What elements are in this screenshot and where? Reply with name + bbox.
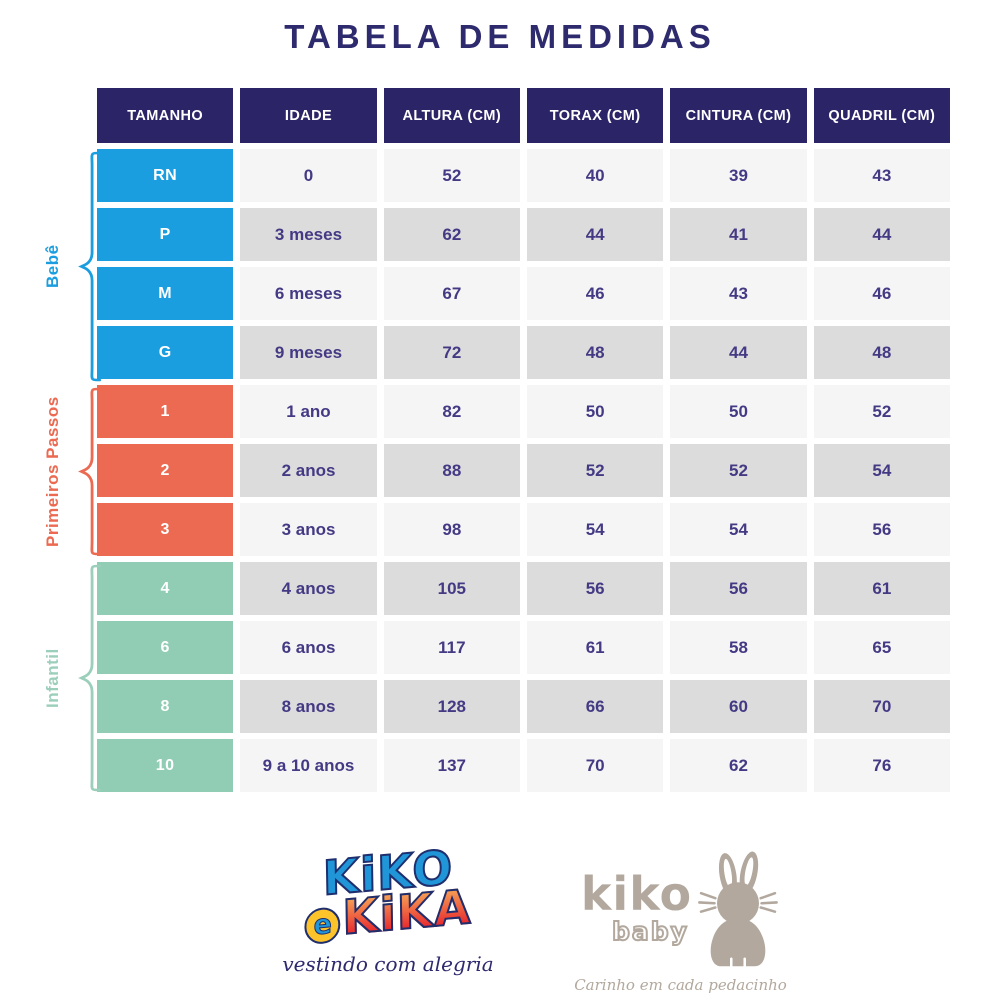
size-cell: 1 xyxy=(97,385,234,438)
measure-cell: 44 xyxy=(526,208,664,261)
measure-cell: 52 xyxy=(383,149,520,202)
kika-wordmark: KiKA xyxy=(341,879,473,947)
measure-cell: 50 xyxy=(670,385,807,438)
measure-cell: 54 xyxy=(526,503,664,556)
measure-cell: 54 xyxy=(670,503,807,556)
column-header: QUADRIL (CM) xyxy=(813,88,950,143)
measure-cell: 52 xyxy=(670,444,807,497)
measure-cell: 82 xyxy=(383,385,520,438)
measure-cell: 48 xyxy=(813,326,950,379)
size-cell: 2 xyxy=(97,444,234,497)
measure-cell: 43 xyxy=(670,267,807,320)
measure-cell: 67 xyxy=(383,267,520,320)
measure-cell: 8 anos xyxy=(240,680,377,733)
measure-cell: 52 xyxy=(526,444,664,497)
measure-cell: 56 xyxy=(526,562,664,615)
measure-cell: 44 xyxy=(813,208,950,261)
size-cell: 6 xyxy=(97,621,234,674)
brace-primeiros-passos-icon xyxy=(78,386,104,557)
measure-cell: 9 a 10 anos xyxy=(240,739,377,792)
measure-cell: 137 xyxy=(383,739,520,792)
measure-cell: 58 xyxy=(670,621,807,674)
measure-cell: 88 xyxy=(383,444,520,497)
column-header: CINTURA (CM) xyxy=(670,88,807,143)
size-cell: G xyxy=(97,326,234,379)
measure-cell: 6 anos xyxy=(240,621,377,674)
column-header: IDADE xyxy=(240,88,377,143)
measure-cell: 52 xyxy=(813,385,950,438)
measure-cell: 40 xyxy=(526,149,664,202)
measure-cell: 54 xyxy=(813,444,950,497)
measure-cell: 66 xyxy=(526,680,664,733)
brace-bebe-icon xyxy=(78,150,104,383)
measure-cell: 105 xyxy=(383,562,520,615)
kiko-baby-tagline: Carinho em cada pedacinho xyxy=(574,976,787,994)
group-label-primeiros-passos: Primeiros Passos xyxy=(43,396,62,547)
size-cell: P xyxy=(97,208,234,261)
kiko-baby-logo: kiko baby xyxy=(568,848,793,994)
group-label-infantil: Infantil xyxy=(43,648,62,708)
measure-cell: 50 xyxy=(526,385,664,438)
column-header: TAMANHO xyxy=(97,88,234,143)
size-cell: 3 xyxy=(97,503,234,556)
measure-cell: 48 xyxy=(526,326,664,379)
e-badge-icon: e xyxy=(304,905,341,945)
measure-cell: 3 meses xyxy=(240,208,377,261)
measure-cell: 0 xyxy=(240,149,377,202)
kiko-e-kika-logo: KiKO e KiKA vestindo com alegria xyxy=(278,839,498,976)
bunny-icon xyxy=(698,851,779,968)
measure-cell: 2 anos xyxy=(240,444,377,497)
size-cell: M xyxy=(97,267,234,320)
measure-cell: 76 xyxy=(813,739,950,792)
size-cell: RN xyxy=(97,149,234,202)
measure-cell: 56 xyxy=(670,562,807,615)
group-label-bebe: Bebê xyxy=(43,244,62,289)
measure-cell: 56 xyxy=(813,503,950,556)
measure-cell: 72 xyxy=(383,326,520,379)
column-header: TORAX (CM) xyxy=(526,88,664,143)
size-cell: 4 xyxy=(97,562,234,615)
measure-cell: 46 xyxy=(813,267,950,320)
measure-cell: 70 xyxy=(526,739,664,792)
kiko-e-kika-tagline: vestindo com alegria xyxy=(282,952,494,976)
measure-cell: 61 xyxy=(526,621,664,674)
measure-cell: 41 xyxy=(670,208,807,261)
measure-cell: 1 ano xyxy=(240,385,377,438)
measure-cell: 3 anos xyxy=(240,503,377,556)
measure-cell: 9 meses xyxy=(240,326,377,379)
measure-cell: 65 xyxy=(813,621,950,674)
measure-cell: 6 meses xyxy=(240,267,377,320)
measure-cell: 43 xyxy=(813,149,950,202)
kiko-baby-wordmark: kiko xyxy=(580,867,693,921)
measure-cell: 117 xyxy=(383,621,520,674)
measure-cell: 39 xyxy=(670,149,807,202)
baby-wordmark: baby xyxy=(611,916,689,947)
measure-cell: 70 xyxy=(813,680,950,733)
measure-cell: 46 xyxy=(526,267,664,320)
measure-cell: 62 xyxy=(670,739,807,792)
column-header: ALTURA (CM) xyxy=(383,88,520,143)
measure-cell: 62 xyxy=(383,208,520,261)
measure-cell: 4 anos xyxy=(240,562,377,615)
measure-cell: 44 xyxy=(670,326,807,379)
page-title: TABELA DE MEDIDAS xyxy=(284,18,716,55)
size-cell: 8 xyxy=(97,680,234,733)
measure-cell: 128 xyxy=(383,680,520,733)
measurements-table: TAMANHO IDADE ALTURA (CM) TORAX (CM) CINTURA… xyxy=(97,88,950,792)
measure-cell: 98 xyxy=(383,503,520,556)
measure-cell: 61 xyxy=(813,562,950,615)
brace-infantil-icon xyxy=(78,563,104,793)
measure-cell: 60 xyxy=(670,680,807,733)
size-cell: 10 xyxy=(97,739,234,792)
